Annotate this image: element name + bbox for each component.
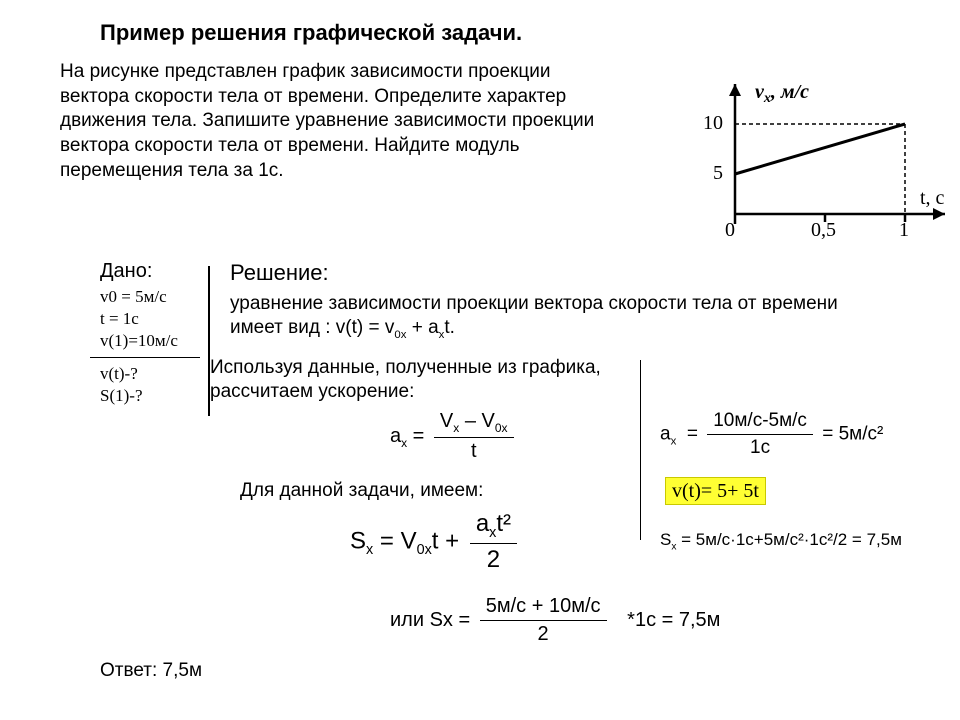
svg-text:0: 0 [725,219,735,241]
sol-line3: Используя данные, полученные из графика, [210,357,601,378]
solution-text-accel: Используя данные, полученные из графика,… [210,356,601,404]
svg-text:1: 1 [899,219,909,241]
svg-text:5: 5 [713,162,723,184]
separator-right [640,360,641,540]
given-title: Дано: [100,260,200,283]
svg-text:vx, м/с: vx, м/с [755,81,809,106]
formula-sx-numeric: Sx = 5м/с·1с+5м/с²·1с²/2 = 7,5м [660,530,902,552]
formula-ax-symbolic: ax = Vx – V0x t [390,410,518,463]
page-title: Пример решения графической задачи. [100,20,920,46]
given-v1: v(1)=10м/с [100,331,200,351]
answer: Ответ: 7,5м [100,660,202,682]
formula-vt-highlight: v(t)= 5+ 5t [665,480,766,503]
sol-line2: имеет вид : v(t) = v0x + axt. [230,317,455,338]
sol-line4: рассчитаем ускорение: [210,381,414,402]
given-q-vt: v(t)-? [100,364,200,384]
page: Пример решения графической задачи. На ри… [60,20,920,183]
given-block: Дано: v0 = 5м/с t = 1с v(1)=10м/с v(t)-?… [100,260,200,406]
svg-text:0,5: 0,5 [811,219,836,241]
formula-sx-symbolic: Sx = V0xt + axt² 2 [350,510,521,574]
formula-ax-numeric: ax = 10м/с-5м/с 1с = 5м/с² [660,410,883,459]
solution-title: Решение: [230,260,329,286]
sol-line1: уравнение зависимости проекции вектора с… [230,293,838,314]
given-t: t = 1с [100,309,200,329]
given-q-s1: S(1)-? [100,386,200,406]
velocity-chart: vx, м/с t, с 10 5 0 0,5 1 [695,74,955,249]
svg-text:10: 10 [703,112,723,134]
problem-statement: На рисунке представлен график зависимост… [60,60,620,183]
solution-text-eq: уравнение зависимости проекции вектора с… [230,292,838,342]
solution-text-displacement: Для данной задачи, имеем: [240,480,483,502]
formula-sx-alt: или Sx = 5м/с + 10м/с 2 *1с = 7,5м [390,595,720,646]
svg-text:t, с: t, с [920,187,945,209]
given-divider [90,357,200,358]
given-v0: v0 = 5м/с [100,287,200,307]
